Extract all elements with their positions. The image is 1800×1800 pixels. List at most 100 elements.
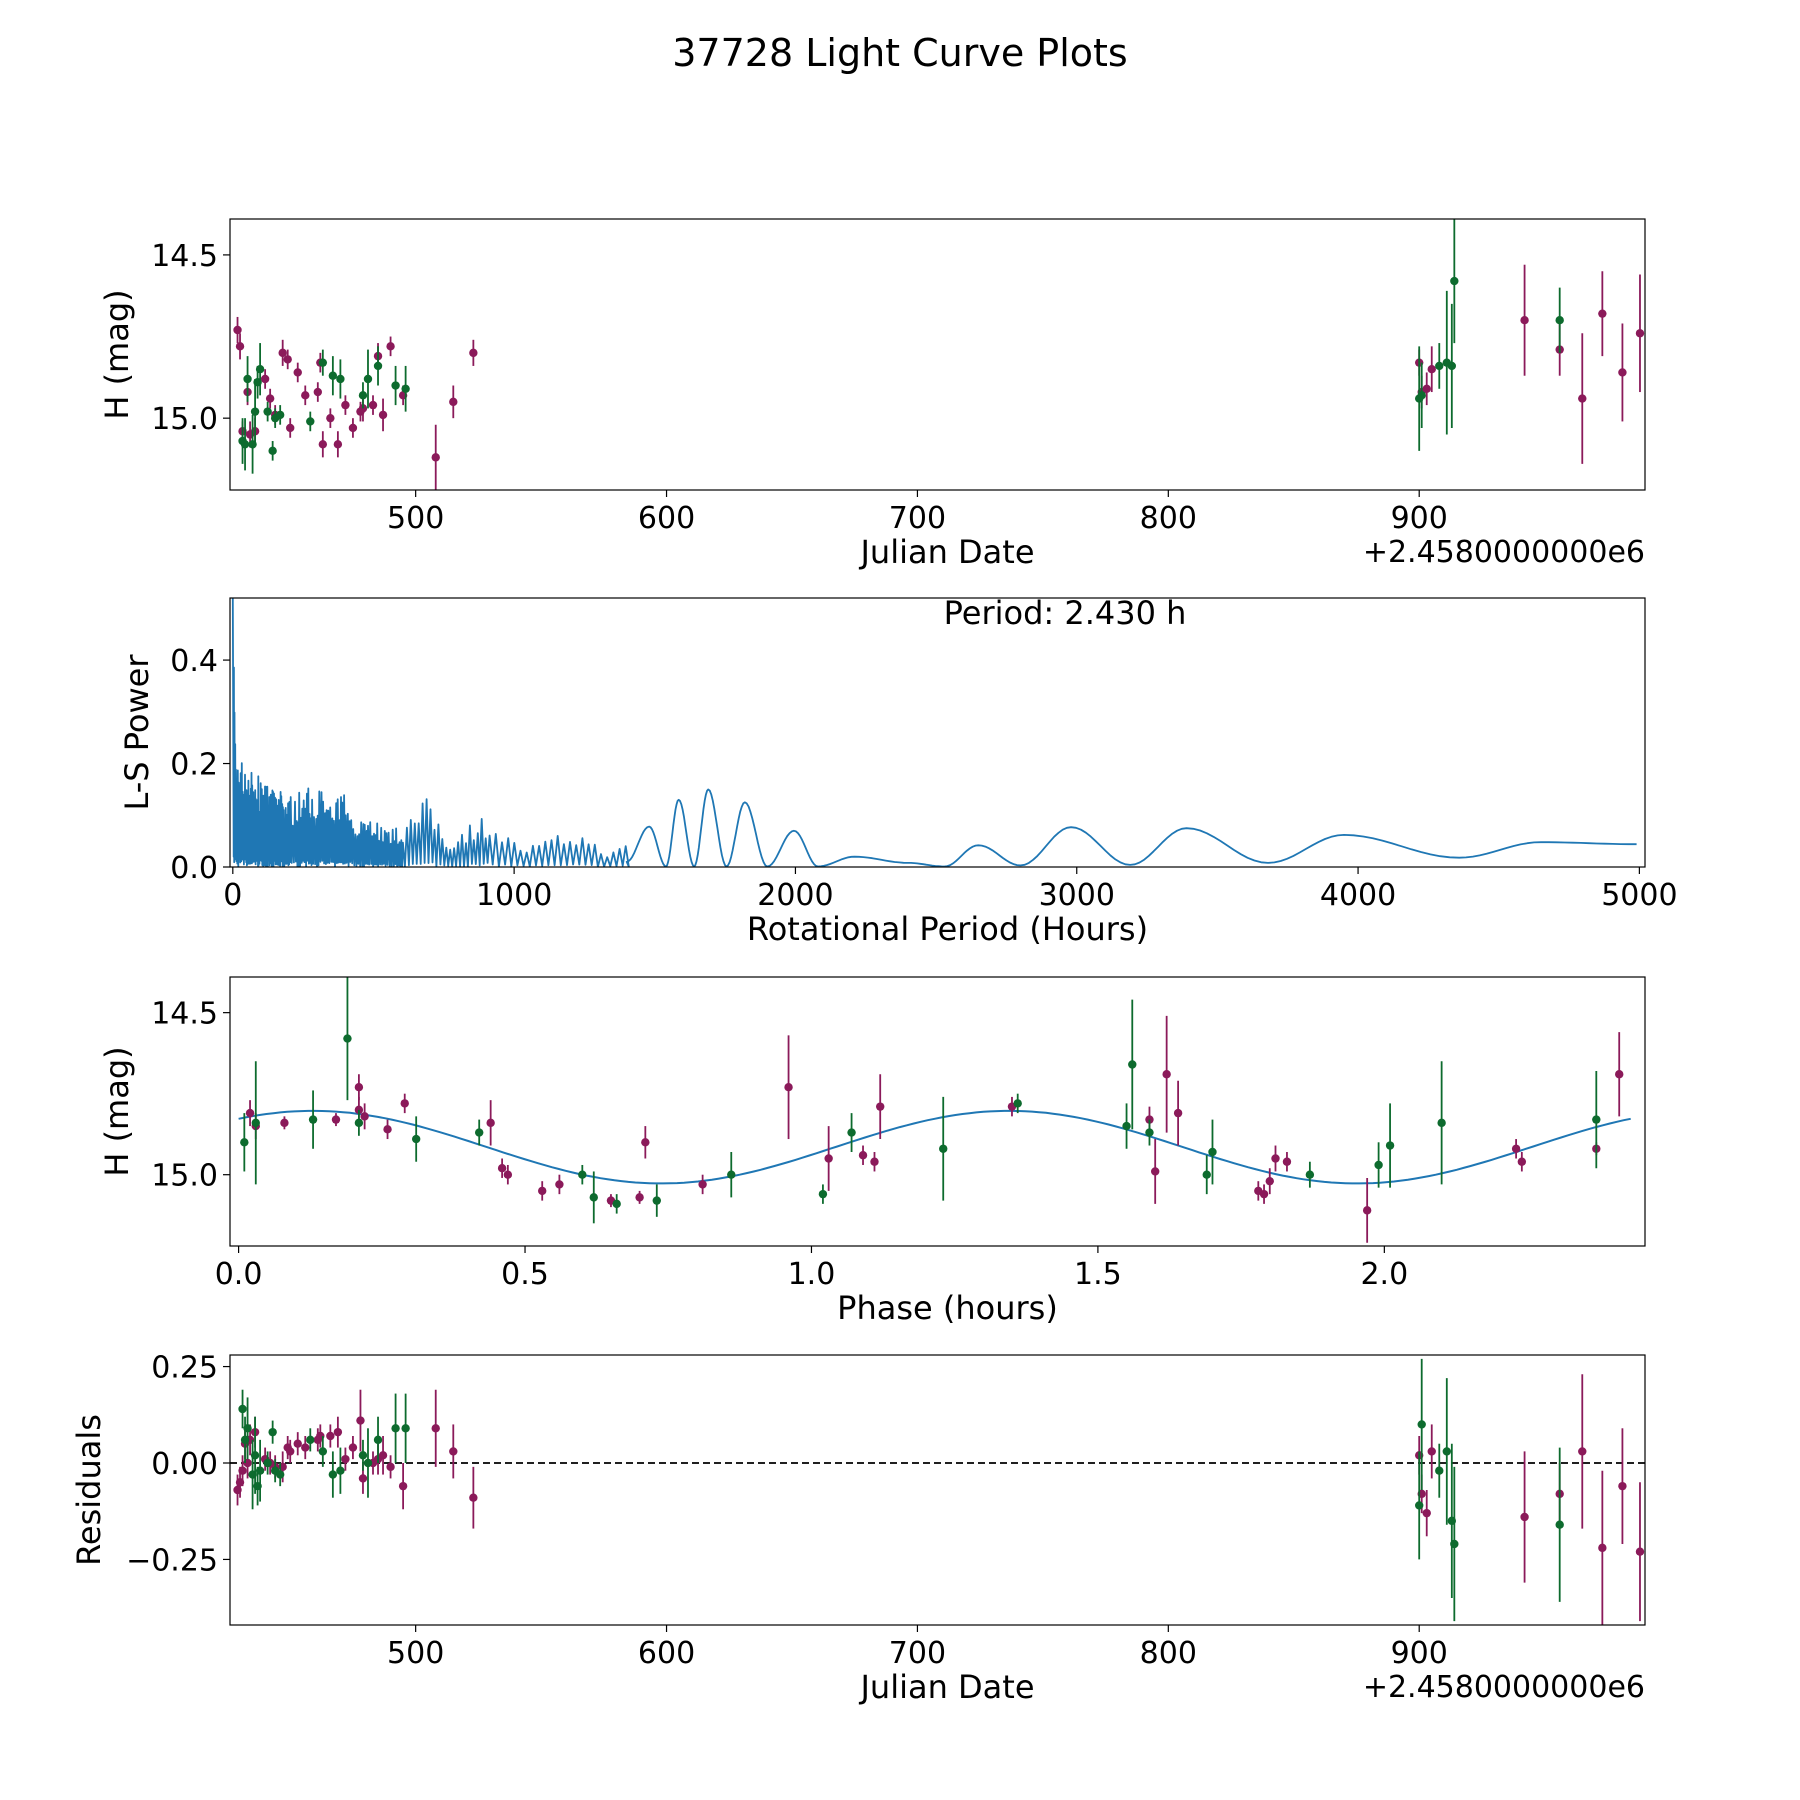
lightcurve-point-red [1427,364,1436,374]
periodogram-series [231,598,1637,867]
residuals-point-green [263,1458,272,1468]
phase-point-red [555,1180,564,1189]
phase-point-red [1362,1206,1372,1215]
lightcurve-y-tick-label: 15.0 [151,402,218,437]
lightcurve-point-green [1417,391,1426,400]
phase-point-red [824,1154,833,1163]
phase-point-green [1122,1121,1131,1131]
residuals-point-red [398,1481,408,1491]
phase-point-red [870,1157,879,1166]
lightcurve-panel: Julian Date H (mag) +2.4580000000e6 500 6… [98,218,1646,571]
lightcurve-point-red [260,374,270,384]
residuals-point-red [1422,1508,1431,1518]
lightcurve-point-green [306,417,315,426]
phase-point-red [858,1151,868,1160]
lightcurve-point-red [1422,384,1431,393]
phase-point-red [641,1138,650,1147]
residuals-point-green [358,1451,368,1460]
phase-point-red [1517,1157,1527,1166]
periodogram-power-line [231,598,1637,867]
residuals-point-green [255,1466,265,1475]
phase-point-red [1173,1108,1183,1118]
lightcurve-x-label: Julian Date [858,533,1034,571]
phase-point-green [343,1034,352,1043]
phase-point-green [939,1144,948,1153]
periodogram-x-tick-label: 4000 [1320,878,1396,913]
lightcurve-point-green [1555,316,1564,325]
residuals-point-green [1555,1520,1564,1529]
lightcurve-point-red [431,453,440,462]
periodogram-axes-frame [229,597,1646,868]
phase-point-green [1013,1099,1022,1108]
lightcurve-point-red [278,348,287,358]
residuals-point-green [243,1424,252,1433]
lightcurve-point-green [1450,276,1459,286]
phase-x-tick-label: 1.0 [788,1257,836,1292]
phase-point-green [1592,1115,1601,1124]
lightcurve-point-green [328,371,338,380]
residuals-x-tick-label: 500 [387,1636,444,1671]
phase-point-green [847,1128,856,1137]
lightcurve-point-red [348,423,358,433]
lightcurve-point-red [293,368,302,377]
lightcurve-point-green [1447,361,1457,371]
lightcurve-point-green [363,374,373,384]
residuals-point-green [328,1470,338,1479]
residuals-point-green [275,1470,285,1479]
phase-point-green [578,1170,587,1179]
residuals-point-green [1450,1539,1459,1549]
lightcurve-point-red [449,397,458,407]
residuals-point-green [1417,1420,1426,1429]
lightcurve-point-green [263,407,272,416]
phase-x-tick-label: 0.5 [501,1257,549,1292]
phase-point-green [652,1196,661,1205]
residuals-y-label: Residuals [70,1414,108,1566]
periodogram-x-tick-label: 3000 [1039,878,1115,913]
phase-x-tick-label: 1.5 [1074,1257,1122,1292]
residuals-point-red [348,1443,358,1452]
lightcurve-x-offset-label: +2.4580000000e6 [1363,535,1645,570]
residuals-point-red [1618,1481,1627,1491]
lightcurve-point-red [386,342,395,351]
residuals-point-green [391,1424,400,1433]
phase-point-red [497,1164,507,1173]
phase-point-green [240,1138,249,1147]
residuals-point-green [1435,1466,1444,1475]
residuals-x-tick-label: 600 [638,1636,695,1671]
phase-x-label: Phase (hours) [837,1289,1058,1327]
phase-point-red [784,1082,793,1092]
residuals-point-red [1578,1447,1587,1456]
residuals-x-tick-label: 900 [1391,1636,1448,1671]
residuals-y-tick-label: 0.00 [151,1447,218,1482]
phase-point-red [486,1118,495,1128]
lightcurve-point-red [326,413,335,423]
residuals-point-green [401,1424,410,1433]
phase-point-green [1128,1060,1137,1069]
phase-point-green [354,1118,364,1128]
phase-point-green [818,1189,828,1199]
lightcurve-point-red [341,400,350,410]
lightcurve-point-green [373,361,383,371]
lightcurve-x-tick-label: 600 [638,501,695,536]
periodogram-panel: Rotational Period (Hours) L-S Power Peri… [118,594,1678,948]
lightcurve-point-red [233,325,242,335]
phase-point-red [1271,1154,1280,1163]
residuals-point-green [268,1427,277,1437]
phase-point-red [245,1108,255,1118]
lightcurve-point-green [268,446,277,456]
lightcurve-point-red [313,387,323,397]
phase-model-curve [238,1109,1631,1185]
lightcurve-point-green [1435,361,1444,371]
lightcurve-x-tick-label: 500 [387,501,444,536]
residuals-point-red [1598,1543,1607,1553]
phase-data [240,977,1624,1243]
phase-point-red [1282,1157,1292,1166]
residuals-point-red [1635,1547,1645,1556]
periodogram-y-tick-label: 0.4 [170,644,218,679]
phase-point-green [1385,1141,1395,1150]
period-annotation: Period: 2.430 h [944,594,1187,632]
phase-model-group [238,1109,1631,1185]
lightcurve-point-red [283,355,292,364]
phase-point-red [400,1099,409,1108]
